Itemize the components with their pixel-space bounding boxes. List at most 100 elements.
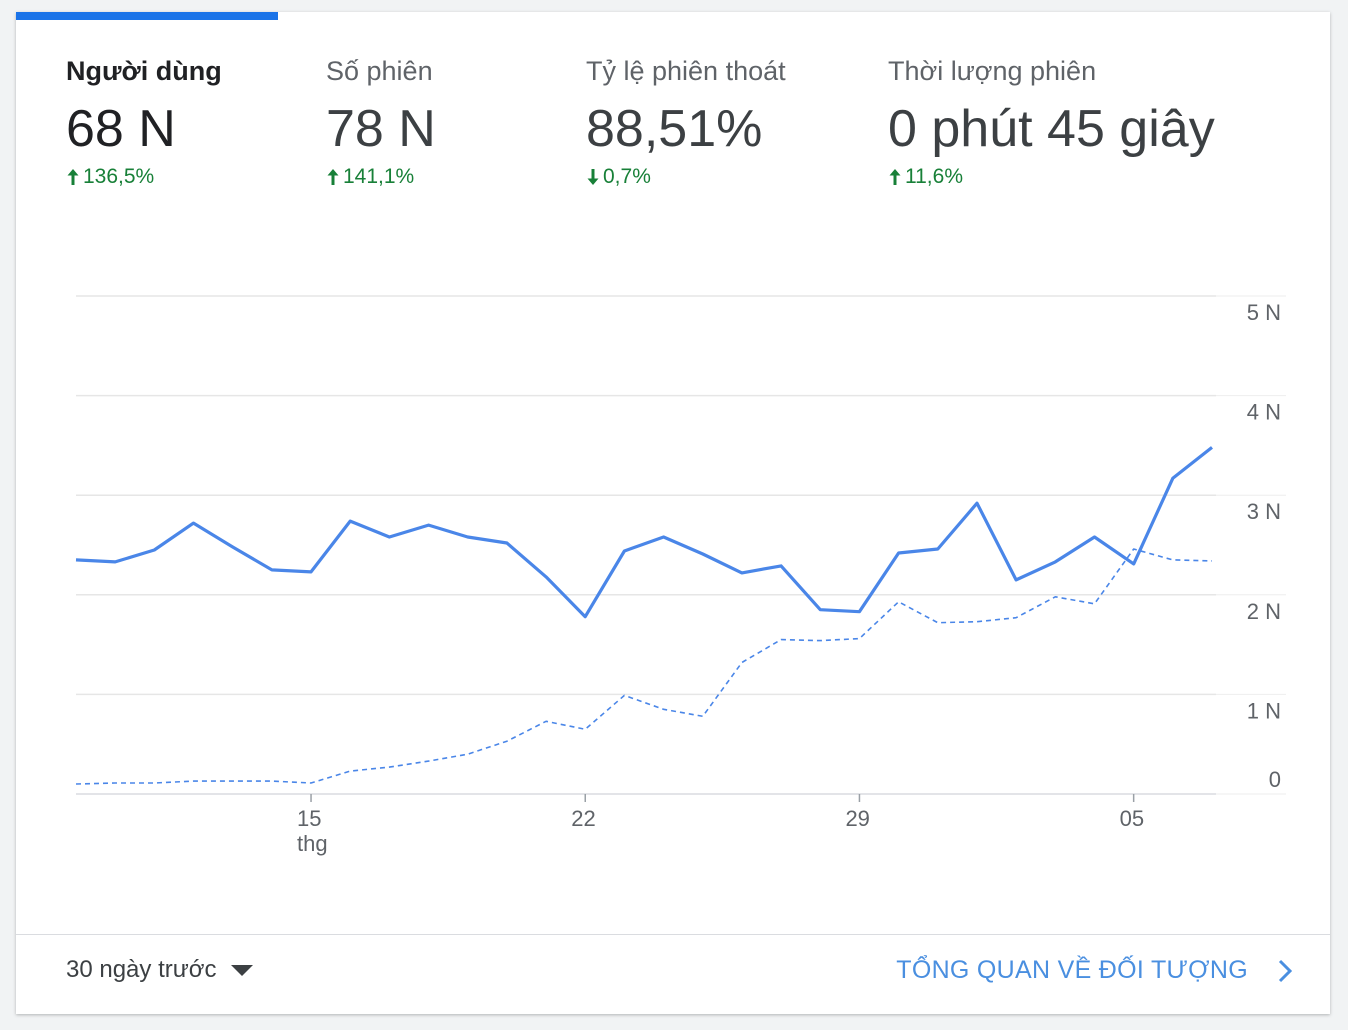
data-point[interactable] bbox=[893, 596, 905, 608]
metric-label: Thời lượng phiên bbox=[888, 56, 1097, 86]
data-point[interactable] bbox=[1167, 554, 1179, 566]
x-tick-label: 15 bbox=[297, 806, 321, 831]
data-point[interactable] bbox=[1206, 555, 1218, 567]
data-point[interactable] bbox=[1049, 591, 1061, 603]
data-point[interactable] bbox=[658, 531, 670, 543]
data-point[interactable] bbox=[814, 635, 826, 647]
data-point[interactable] bbox=[383, 761, 395, 773]
data-point[interactable] bbox=[188, 775, 200, 787]
data-point[interactable] bbox=[736, 567, 748, 579]
active-tab-indicator bbox=[16, 12, 278, 20]
metric-value: 88,51% bbox=[586, 100, 763, 158]
data-point[interactable] bbox=[893, 547, 905, 559]
data-point[interactable] bbox=[227, 541, 239, 553]
arrow-down-icon bbox=[587, 169, 599, 185]
y-tick-label: 2 N bbox=[1247, 599, 1281, 624]
data-point[interactable] bbox=[305, 777, 317, 789]
data-point[interactable] bbox=[1010, 612, 1022, 624]
metric-value: 78 N bbox=[326, 100, 436, 158]
data-point[interactable] bbox=[501, 735, 513, 747]
data-point[interactable] bbox=[1010, 574, 1022, 586]
data-point[interactable] bbox=[501, 537, 513, 549]
data-point[interactable] bbox=[344, 515, 356, 527]
y-tick-label: 4 N bbox=[1247, 400, 1281, 425]
data-point[interactable] bbox=[658, 703, 670, 715]
data-point[interactable] bbox=[344, 765, 356, 777]
data-point[interactable] bbox=[971, 616, 983, 628]
arrow-up-icon bbox=[327, 169, 339, 185]
data-point[interactable] bbox=[618, 545, 630, 557]
y-tick-label: 1 N bbox=[1247, 698, 1281, 723]
data-point[interactable] bbox=[736, 657, 748, 669]
data-point[interactable] bbox=[109, 777, 121, 789]
metric-tab-sessions[interactable]: Số phiên 78 N 141,1% bbox=[326, 56, 436, 189]
data-point[interactable] bbox=[148, 544, 160, 556]
data-point[interactable] bbox=[579, 611, 591, 623]
data-point[interactable] bbox=[383, 531, 395, 543]
data-point[interactable] bbox=[462, 748, 474, 760]
series-line-current-period bbox=[75, 446, 1213, 619]
data-point[interactable] bbox=[540, 571, 552, 583]
metric-tab-users[interactable]: Người dùng 68 N 136,5% bbox=[66, 56, 222, 189]
metric-tab-bounce-rate[interactable]: Tỷ lệ phiên thoát 88,51% 0,7% bbox=[586, 56, 786, 189]
x-tick-sublabel: thg bbox=[297, 831, 328, 856]
metric-tab-session-duration[interactable]: Thời lượng phiên 0 phút 45 giây 11,6% bbox=[888, 56, 1215, 189]
data-point[interactable] bbox=[70, 778, 82, 790]
footer-divider bbox=[16, 934, 1330, 935]
y-tick-label: 0 bbox=[1269, 767, 1281, 792]
data-point[interactable] bbox=[423, 519, 435, 531]
metric-value: 0 phút 45 giây bbox=[888, 100, 1215, 158]
data-point[interactable] bbox=[932, 617, 944, 629]
data-point[interactable] bbox=[932, 543, 944, 555]
audience-overview-card: Người dùng 68 N 136,5% Số phiên 78 N 141… bbox=[16, 12, 1330, 1014]
date-range-label: 30 ngày trước bbox=[66, 956, 217, 983]
audience-overview-link[interactable]: TỔNG QUAN VỀ ĐỐI TƯỢNG bbox=[896, 956, 1292, 985]
arrow-up-icon bbox=[67, 169, 79, 185]
data-point[interactable] bbox=[109, 556, 121, 568]
data-point[interactable] bbox=[227, 775, 239, 787]
audience-overview-label: TỔNG QUAN VỀ ĐỐI TƯỢNG bbox=[896, 956, 1248, 984]
data-point[interactable] bbox=[540, 715, 552, 727]
data-point[interactable] bbox=[1128, 558, 1140, 570]
metric-change: 11,6% bbox=[888, 165, 1215, 189]
y-tick-label: 3 N bbox=[1247, 499, 1281, 524]
data-point[interactable] bbox=[1128, 543, 1140, 555]
arrow-up-icon bbox=[889, 169, 901, 185]
data-point[interactable] bbox=[853, 606, 865, 618]
chevron-right-icon bbox=[1278, 959, 1292, 982]
data-point[interactable] bbox=[853, 633, 865, 645]
metric-change: 141,1% bbox=[326, 165, 436, 189]
x-tick-label: 29 bbox=[845, 806, 869, 831]
metric-change: 136,5% bbox=[66, 165, 222, 189]
series-line-previous-period bbox=[75, 548, 1213, 785]
data-point[interactable] bbox=[70, 554, 82, 566]
data-point[interactable] bbox=[1088, 598, 1100, 610]
data-point[interactable] bbox=[1049, 556, 1061, 568]
data-point[interactable] bbox=[971, 497, 983, 509]
data-point[interactable] bbox=[814, 604, 826, 616]
data-point[interactable] bbox=[1206, 441, 1218, 453]
data-point[interactable] bbox=[148, 777, 160, 789]
data-point[interactable] bbox=[579, 723, 591, 735]
data-point[interactable] bbox=[618, 689, 630, 701]
metric-change-value: 136,5% bbox=[83, 165, 155, 188]
data-point[interactable] bbox=[462, 531, 474, 543]
data-point[interactable] bbox=[697, 548, 709, 560]
metric-change-value: 0,7% bbox=[603, 165, 651, 188]
x-tick-label: 05 bbox=[1120, 806, 1144, 831]
data-point[interactable] bbox=[775, 634, 787, 646]
metric-change-value: 141,1% bbox=[343, 165, 415, 188]
data-point[interactable] bbox=[188, 517, 200, 529]
date-range-dropdown[interactable]: 30 ngày trước bbox=[66, 956, 253, 984]
metric-label: Người dùng bbox=[66, 56, 222, 86]
data-point[interactable] bbox=[1167, 472, 1179, 484]
data-point[interactable] bbox=[266, 775, 278, 787]
data-point[interactable] bbox=[266, 564, 278, 576]
metric-label: Tỷ lệ phiên thoát bbox=[586, 56, 786, 86]
data-point[interactable] bbox=[1088, 531, 1100, 543]
data-point[interactable] bbox=[305, 566, 317, 578]
data-point[interactable] bbox=[697, 710, 709, 722]
data-point[interactable] bbox=[423, 755, 435, 767]
data-point[interactable] bbox=[775, 560, 787, 572]
